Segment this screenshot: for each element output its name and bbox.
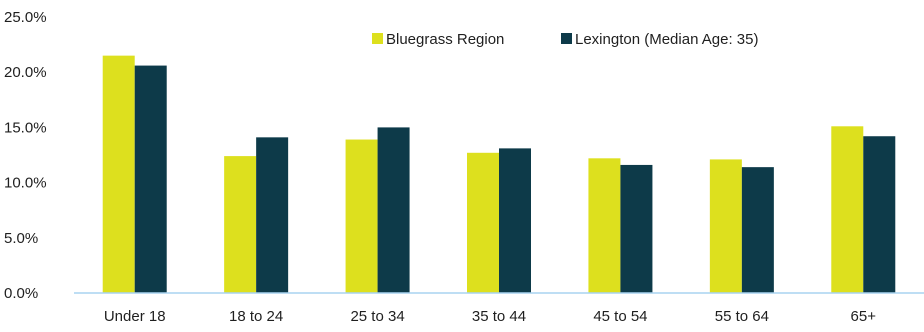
y-tick-label: 15.0% xyxy=(4,119,47,136)
x-tick-label-35-to-44: 35 to 44 xyxy=(472,308,526,325)
bar-bluegrass-region-18-to-24 xyxy=(224,156,257,293)
bar-bluegrass-region-35-to-44 xyxy=(467,152,499,293)
bar-lexington-median-age-35-18-to-24 xyxy=(256,137,289,293)
legend-label-bluegrass-region: Bluegrass Region xyxy=(386,31,504,48)
x-tick-label-65: 65+ xyxy=(851,308,877,325)
bar-bluegrass-region-45-to-54 xyxy=(588,158,621,293)
bar-bluegrass-region-25-to-34 xyxy=(345,139,378,293)
bar-bluegrass-region-under-18 xyxy=(102,55,135,293)
y-tick-label: 5.0% xyxy=(4,230,38,247)
legend-label-lexington: Lexington (Median Age: 35) xyxy=(575,31,758,48)
bar-bluegrass-region-65 xyxy=(831,126,864,294)
bar-lexington-median-age-35-55-to-64 xyxy=(741,167,774,293)
y-tick-label: 0.0% xyxy=(4,285,38,302)
bar-bluegrass-region-55-to-64 xyxy=(709,159,742,293)
y-tick-label: 20.0% xyxy=(4,64,47,81)
bar-lexington-median-age-35-under-18 xyxy=(134,65,167,294)
x-tick-label-25-to-34: 25 to 34 xyxy=(350,308,404,325)
bar-lexington-median-age-35-45-to-54 xyxy=(620,164,653,293)
bar-lexington-median-age-35-25-to-34 xyxy=(377,127,410,294)
y-tick-label: 25.0% xyxy=(4,9,47,26)
y-axis: 0.0% 5.0% 10.0% 15.0% 20.0% 25.0% xyxy=(4,9,47,302)
bar-lexington-median-age-35-65 xyxy=(863,136,896,293)
x-tick-label-45-to-54: 45 to 54 xyxy=(593,308,647,325)
legend-swatch-lexington xyxy=(561,33,572,44)
x-tick-label-55-to-64: 55 to 64 xyxy=(715,308,769,325)
x-tick-label-18-to-24: 18 to 24 xyxy=(229,308,283,325)
y-tick-label: 10.0% xyxy=(4,175,47,192)
bar-series-group xyxy=(102,55,896,294)
x-tick-label-under-18: Under 18 xyxy=(104,308,166,325)
legend-swatch-bluegrass-region xyxy=(372,33,383,44)
x-axis: Under 18 18 to 24 25 to 34 35 to 44 45 to 54… xyxy=(104,308,876,325)
legend: Bluegrass Region Lexington (Median Age: … xyxy=(372,31,758,48)
bar-lexington-median-age-35-35-to-44 xyxy=(499,148,531,293)
